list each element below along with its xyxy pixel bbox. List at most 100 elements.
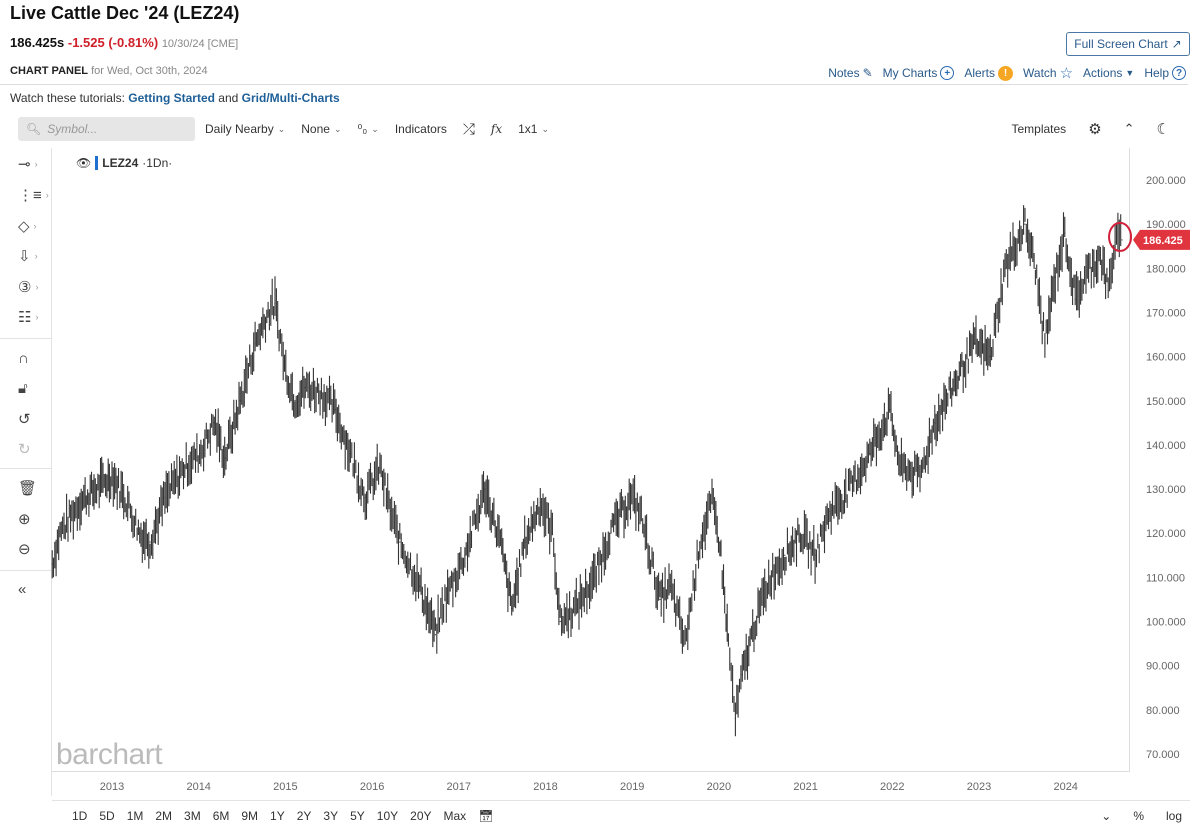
actions-menu[interactable]: Actions ▼ bbox=[1083, 66, 1134, 80]
annotation-tool-button[interactable]: ③ › bbox=[18, 276, 46, 298]
y-tick-label: 160.000 bbox=[1146, 352, 1186, 364]
data-point bbox=[1024, 223, 1026, 225]
y-tick-label: 100.000 bbox=[1146, 617, 1186, 629]
data-point bbox=[524, 541, 526, 543]
y-tick-label: 80.000 bbox=[1146, 705, 1180, 717]
chevron-right-icon: › bbox=[34, 251, 38, 261]
symbol-search-input[interactable]: 🔍︎ Symbol... bbox=[18, 117, 195, 141]
lock-button[interactable]: 🔓︎ bbox=[18, 377, 46, 399]
eye-icon[interactable]: 👁︎ bbox=[76, 156, 92, 170]
data-point bbox=[869, 453, 871, 455]
indicators-button[interactable]: Indicators bbox=[395, 122, 447, 136]
data-point bbox=[949, 391, 951, 393]
zoom-out-button[interactable]: ⊖ bbox=[18, 538, 46, 560]
alerts-link[interactable]: Alerts! bbox=[964, 65, 1014, 81]
range-button-6m[interactable]: 6M bbox=[212, 808, 230, 823]
range-button-1d[interactable]: 1D bbox=[72, 808, 88, 823]
tutorials-and: and bbox=[218, 91, 239, 105]
data-point bbox=[1004, 267, 1006, 269]
shape-tool-button[interactable]: ◇ › bbox=[18, 215, 46, 237]
tutorials-prefix: Watch these tutorials: bbox=[10, 91, 125, 105]
range-button-10y[interactable]: 10Y bbox=[376, 808, 399, 823]
percent-toggle[interactable]: % bbox=[1133, 808, 1144, 823]
fib-tool-button[interactable]: ⋮≡ › bbox=[18, 184, 49, 206]
actions-label: Actions bbox=[1083, 66, 1123, 80]
dark-mode-moon-icon[interactable]: ☾ bbox=[1156, 121, 1170, 138]
my-charts-link[interactable]: My Charts + bbox=[883, 66, 955, 80]
y-tick-label: 90.000 bbox=[1146, 661, 1180, 673]
collapse-header-icon[interactable]: ⌃ bbox=[1123, 121, 1135, 136]
data-point bbox=[511, 607, 513, 609]
compare-dropdown[interactable]: None ⌄ bbox=[301, 122, 341, 136]
barchart-logo: barchart bbox=[56, 738, 163, 771]
range-button-9m[interactable]: 9M bbox=[241, 808, 259, 823]
data-point bbox=[304, 386, 306, 389]
shape-icon: ◇ bbox=[18, 218, 30, 235]
range-button-1y[interactable]: 1Y bbox=[270, 808, 285, 823]
range-button-3m[interactable]: 3M bbox=[184, 808, 201, 823]
data-point bbox=[184, 466, 186, 468]
data-point bbox=[659, 598, 661, 601]
compare-label: None bbox=[301, 122, 330, 136]
double-chevron-down-icon[interactable]: ⌄ bbox=[1101, 808, 1112, 823]
line-tool-button[interactable]: ⊸ › bbox=[18, 153, 46, 175]
delete-button[interactable]: 🗑︎ bbox=[18, 477, 46, 499]
range-button-1m[interactable]: 1M bbox=[126, 808, 144, 823]
chevron-right-icon: › bbox=[35, 312, 39, 322]
plus-circle-icon: + bbox=[940, 66, 955, 80]
range-bar: 1D 5D 1M 2M 3M 6M 9M 1Y 2Y 3Y 5Y 10Y 20Y Max 📅︎ ⌄ % l… bbox=[52, 800, 1190, 830]
zoom-in-button[interactable]: ⊕ bbox=[18, 508, 46, 530]
alerts-label: Alerts bbox=[964, 66, 996, 80]
range-button-3y[interactable]: 3Y bbox=[323, 808, 339, 823]
range-button-20y[interactable]: 20Y bbox=[410, 808, 432, 823]
data-point bbox=[224, 457, 226, 459]
chart-type-dropdown[interactable]: ⁰₀ ⌄ bbox=[357, 122, 378, 136]
data-point bbox=[799, 532, 801, 534]
chart-plot-area[interactable] bbox=[52, 148, 1130, 772]
compare-symbols-button[interactable]: ⤮ bbox=[463, 121, 475, 138]
templates-button[interactable]: Templates bbox=[1011, 122, 1067, 136]
drawing-tools-sidebar: ⊸ › ⋮≡ › ◇ › ⇩ › ③ › ☷ › ∩ 🔓︎ ↺ ↻ 🗑︎ ⊕ ⊖ « bbox=[0, 148, 52, 796]
range-button-5d[interactable]: 5D bbox=[99, 808, 115, 823]
collapse-sidebar-button[interactable]: « bbox=[18, 578, 46, 600]
data-point bbox=[1107, 289, 1109, 291]
data-point bbox=[1074, 298, 1076, 300]
redo-button[interactable]: ↻ bbox=[18, 438, 46, 460]
chart-panel-header: CHART PANEL for Wed, Oct 30th, 2024 bbox=[10, 65, 208, 77]
pattern-tool-button[interactable]: ☷ › bbox=[18, 306, 46, 328]
data-point bbox=[1044, 342, 1046, 344]
data-point bbox=[267, 311, 269, 314]
current-price-tag bbox=[1133, 229, 1190, 250]
watch-link[interactable]: Watch ☆ bbox=[1023, 64, 1073, 82]
calendar-icon[interactable]: 📅︎ bbox=[478, 808, 494, 823]
full-screen-chart-button[interactable]: Full Screen Chart ↗ bbox=[1066, 32, 1190, 56]
range-button-5y[interactable]: 5Y bbox=[350, 808, 365, 823]
y-tick-label: 200.000 bbox=[1146, 175, 1186, 187]
period-dropdown[interactable]: Daily Nearby ⌄ bbox=[205, 122, 285, 136]
y-tick-label: 120.000 bbox=[1146, 528, 1186, 540]
notes-link[interactable]: Notes ✎ bbox=[828, 66, 872, 80]
x-tick-label: 2014 bbox=[186, 781, 210, 793]
y-tick-label: 180.000 bbox=[1146, 263, 1186, 275]
help-link[interactable]: Help? bbox=[1144, 66, 1186, 80]
chevron-down-icon: ⌄ bbox=[277, 123, 286, 134]
grid-multi-charts-link[interactable]: Grid/Multi-Charts bbox=[241, 91, 340, 105]
range-button-2y[interactable]: 2Y bbox=[296, 808, 312, 823]
log-toggle[interactable]: log bbox=[1165, 808, 1182, 823]
data-point bbox=[283, 364, 286, 367]
range-button-max[interactable]: Max bbox=[443, 808, 467, 823]
layout-dropdown[interactable]: 1x1 ⌄ bbox=[518, 122, 549, 136]
data-point bbox=[1121, 239, 1123, 241]
getting-started-link[interactable]: Getting Started bbox=[128, 91, 215, 105]
arrow-tool-button[interactable]: ⇩ › bbox=[18, 245, 46, 267]
settings-gear-icon[interactable]: ⚙ bbox=[1088, 121, 1102, 138]
expression-button[interactable]: fx bbox=[491, 122, 502, 136]
data-point bbox=[974, 342, 976, 344]
expand-icon: ↗ bbox=[1171, 37, 1182, 51]
undo-button[interactable]: ↺ bbox=[18, 408, 46, 430]
magnet-button[interactable]: ∩ bbox=[18, 347, 46, 369]
caret-down-icon: ▼ bbox=[1125, 68, 1135, 78]
range-button-2m[interactable]: 2M bbox=[155, 808, 173, 823]
data-point bbox=[1089, 267, 1091, 269]
data-point bbox=[499, 541, 502, 543]
